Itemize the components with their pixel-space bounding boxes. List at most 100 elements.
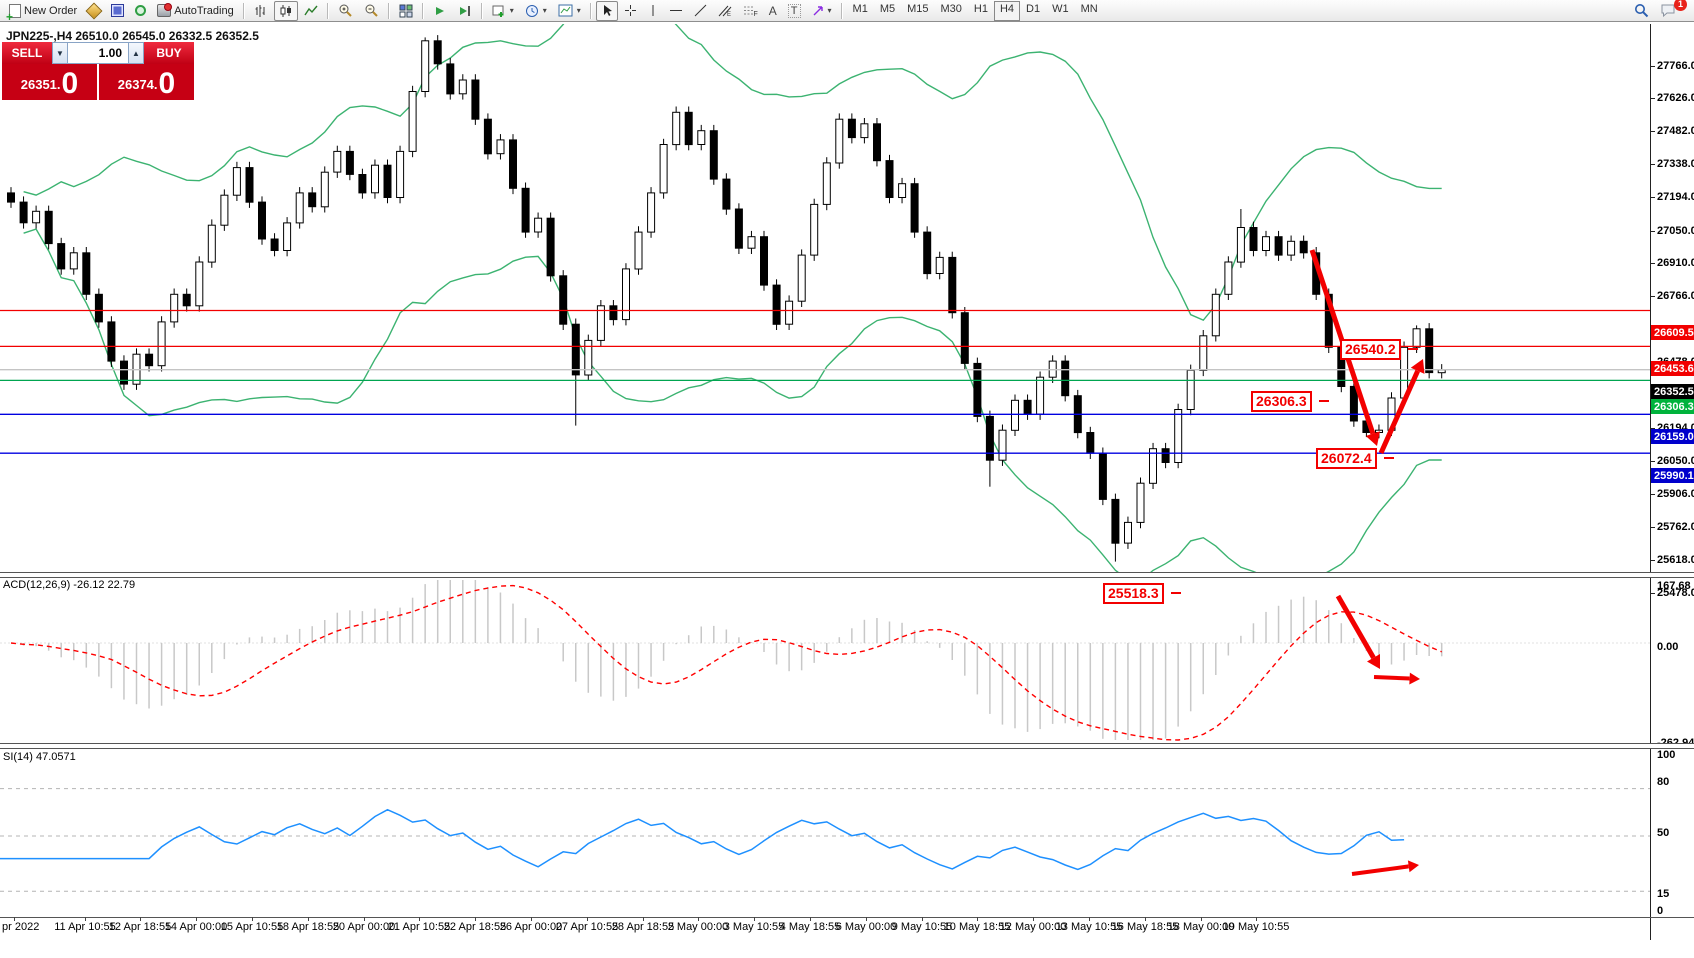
line-chart-button[interactable] — [299, 1, 323, 21]
price-tick-label: 27482.0 — [1657, 125, 1694, 137]
chart-window[interactable]: JPN225-,H4 26510.0 26545.0 26332.5 26352… — [0, 22, 1694, 940]
alerts-button[interactable] — [83, 1, 105, 21]
trendline-button[interactable] — [689, 1, 712, 21]
sell-price-display[interactable]: 26351. 0 — [2, 64, 99, 100]
macd-axis-label: 0.00 — [1657, 641, 1679, 653]
time-label: 12 May 00:00 — [999, 921, 1067, 933]
rsi-indicator-pane[interactable] — [0, 749, 1650, 916]
search-button[interactable] — [1629, 1, 1654, 21]
time-label: 16 May 18:55 — [1111, 921, 1179, 933]
rsi-axis-label: 100 — [1657, 749, 1676, 761]
time-tick — [698, 917, 699, 921]
pane-separator[interactable] — [0, 743, 1694, 749]
arrows-button[interactable]: ▾ — [807, 1, 837, 21]
timeframe-button-h4[interactable]: H4 — [993, 0, 1021, 21]
chart-shift-button[interactable] — [453, 1, 477, 21]
rsi-axis-label: 50 — [1657, 827, 1670, 839]
chevron-down-icon: ▾ — [827, 6, 832, 15]
zoom-in-icon — [339, 4, 352, 17]
buy-button[interactable]: BUY — [144, 42, 194, 64]
bar-chart-button[interactable] — [249, 1, 273, 21]
timeframe-button-h1[interactable]: H1 — [973, 2, 988, 15]
svg-text:F: F — [753, 11, 757, 17]
timeframe-button-m30[interactable]: M30 — [940, 2, 962, 15]
text-label-button[interactable]: T — [783, 1, 806, 21]
annotation-price-label: 26072.4 — [1316, 448, 1377, 469]
vertical-line-button[interactable] — [643, 1, 663, 21]
periods-button[interactable]: ▾ — [520, 1, 552, 21]
auto-scroll-button[interactable] — [428, 1, 452, 21]
volume-input[interactable]: 1.00 — [68, 42, 128, 64]
timeframe-button-m1[interactable]: M1 — [852, 2, 868, 15]
new-order-button[interactable]: New Order — [4, 1, 82, 22]
rsi-axis-label: 80 — [1657, 776, 1670, 788]
triangle-down-icon: ▼ — [56, 48, 64, 58]
fibonacci-button[interactable]: F — [738, 1, 763, 21]
pane-separator[interactable] — [0, 572, 1694, 578]
time-tick — [1201, 917, 1202, 921]
price-tick-label: 25906.0 — [1657, 488, 1694, 500]
time-label: 26 Apr 00:00 — [499, 921, 563, 933]
price-tick-label: 25478.0 — [1657, 587, 1694, 599]
text-button[interactable]: A — [764, 1, 782, 21]
marketplace-button[interactable] — [106, 1, 129, 21]
time-tick — [140, 917, 141, 921]
crosshair-button[interactable] — [619, 1, 642, 21]
price-tick — [1650, 263, 1655, 264]
price-tick — [1650, 131, 1655, 132]
chat-button[interactable]: 1 — [1655, 0, 1687, 21]
candlestick-icon — [280, 4, 291, 17]
timeframe-button-m15[interactable]: M15 — [907, 2, 929, 15]
time-label: 21 Apr 10:55 — [387, 921, 451, 933]
autotrading-button[interactable]: AutoTrading — [152, 1, 239, 21]
volume-decrease-button[interactable]: ▼ — [52, 42, 68, 64]
rsi-label: SI(14) 47.0571 — [3, 751, 76, 763]
sell-button[interactable]: SELL — [2, 42, 52, 64]
time-tick — [14, 917, 15, 921]
tile-windows-button[interactable] — [394, 1, 418, 21]
new-chart-icon — [492, 5, 504, 17]
macd-indicator-pane[interactable] — [0, 578, 1650, 742]
horizontal-line-button[interactable] — [664, 1, 688, 21]
price-badge: 26609.5 — [1651, 325, 1694, 340]
sell-price-small: 26351. — [20, 77, 61, 92]
time-axis-line — [0, 917, 1694, 918]
horizontal-line-icon — [669, 10, 682, 11]
zoom-in-button[interactable] — [333, 1, 358, 21]
toolbar-separator — [421, 2, 424, 19]
crosshair-icon — [624, 5, 636, 16]
cursor-button[interactable] — [595, 0, 618, 21]
time-tick — [308, 917, 309, 921]
timeframe-button-m5[interactable]: M5 — [879, 2, 896, 15]
price-tick — [1650, 560, 1655, 561]
sell-price-big-digit: 0 — [61, 67, 79, 100]
templates-button[interactable]: ▾ — [553, 1, 586, 21]
zoom-out-icon — [365, 4, 378, 17]
notification-badge: 1 — [1674, 0, 1687, 11]
volume-increase-button[interactable]: ▲ — [128, 42, 144, 64]
price-tick-label: 25618.0 — [1657, 554, 1694, 566]
time-label: 9 May 10:55 — [891, 921, 953, 933]
timeframe-button-w1[interactable]: W1 — [1052, 2, 1069, 15]
candlestick-chart-button[interactable] — [273, 0, 298, 21]
time-label: 15 Apr 10:55 — [220, 921, 284, 933]
rsi-axis-label: 0 — [1657, 905, 1664, 917]
price-tick — [1650, 98, 1655, 99]
timeframe-button-d1[interactable]: D1 — [1026, 2, 1041, 15]
zoom-out-button[interactable] — [359, 1, 384, 21]
signals-button[interactable] — [130, 1, 151, 21]
equidistant-channel-button[interactable]: E — [713, 1, 737, 21]
new-chart-button[interactable]: ▾ — [487, 1, 519, 21]
time-tick — [1033, 917, 1034, 921]
price-tick — [1650, 231, 1655, 232]
price-tick-label: 27338.0 — [1657, 158, 1694, 170]
alert-icon — [85, 2, 103, 19]
timeframe-button-mn[interactable]: MN — [1080, 2, 1098, 15]
price-badge: 26159.0 — [1651, 429, 1694, 444]
annotation-price-label: 26306.3 — [1251, 391, 1312, 412]
candlestick-chart[interactable] — [0, 24, 1650, 573]
price-tick-label: 26910.0 — [1657, 257, 1694, 269]
buy-price-display[interactable]: 26374. 0 — [99, 64, 194, 100]
time-tick — [475, 917, 476, 921]
time-tick — [196, 917, 197, 921]
